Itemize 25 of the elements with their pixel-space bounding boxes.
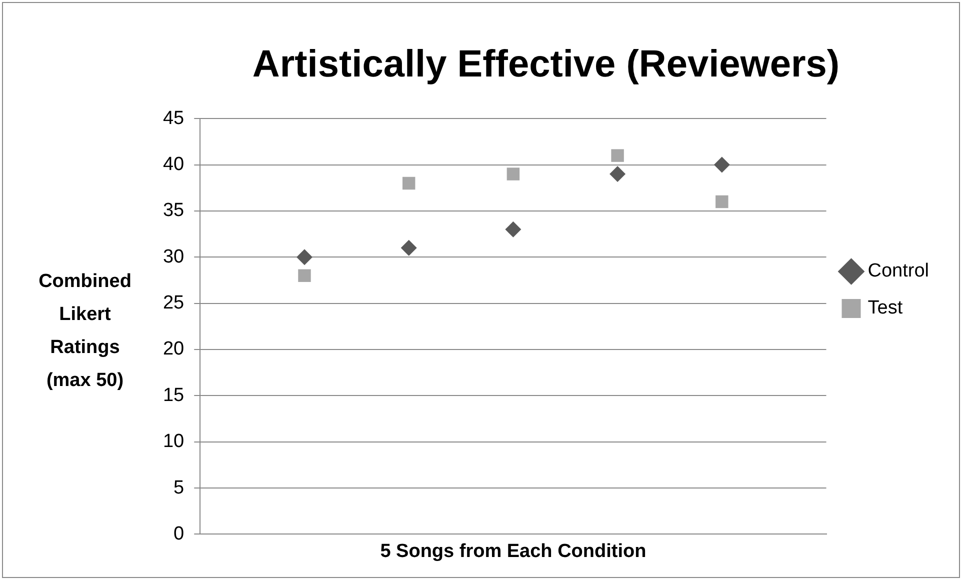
y-tick-label: 40 [162,154,184,176]
y-tick-label: 15 [162,384,184,406]
y-axis-title: Combined Likert Ratings (max 50) [38,271,132,392]
point [505,221,522,238]
chart-title: Artistically Effective (Reviewers) [252,43,840,86]
y-tick-label: 10 [162,431,184,452]
point [400,240,417,256]
point [296,249,312,266]
y-tick-label: 25 [162,292,184,314]
point [611,149,624,162]
point [714,156,730,173]
point [506,168,520,180]
point [402,176,416,190]
y-tick-label: 35 [162,200,184,222]
point [716,195,728,208]
legend-label: Test [868,298,904,319]
y-tick-label: 30 [162,246,184,268]
point [610,166,626,182]
x-axis-title: 5 Songs from Each Condition [380,540,646,562]
y-tick-label: 45 [162,108,184,129]
legend-label: Control [868,260,929,282]
y-tick-label: 5 [174,477,184,498]
y-tick-label: 0 [174,523,184,544]
point [298,269,311,282]
y-tick-label: 20 [162,338,184,360]
